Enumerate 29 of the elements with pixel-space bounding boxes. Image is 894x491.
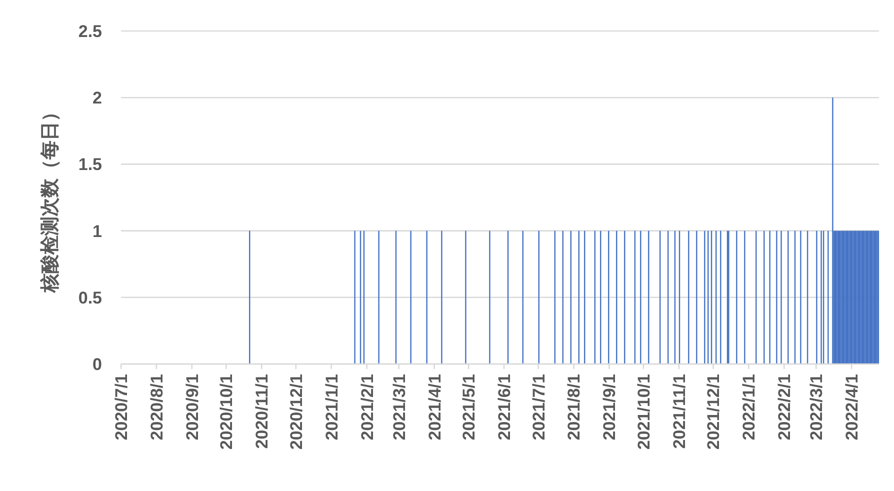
y-tick-label: 0.5 [78, 288, 102, 308]
y-tick-label: 1 [92, 222, 102, 241]
x-tick-label: 2021/11/1 [670, 374, 689, 449]
x-tick-label: 2020/7/1 [112, 374, 131, 440]
x-tick-label: 2021/1/1 [322, 374, 342, 440]
x-tick-label: 2022/4/1 [842, 374, 862, 440]
x-tick-label: 2021/12/1 [704, 374, 724, 450]
y-tick-label: 0 [92, 354, 102, 374]
x-tick-label: 2020/8/1 [147, 374, 166, 440]
x-tick-label: 2022/2/1 [775, 374, 794, 440]
y-tick-label: 1.5 [78, 155, 102, 174]
x-tick-label: 2020/11/1 [252, 374, 272, 449]
x-tick-label: 2022/3/1 [807, 374, 826, 440]
x-tick-label: 2021/7/1 [529, 374, 548, 440]
x-tick-label: 2021/4/1 [425, 374, 444, 440]
y-tick-label: 2.5 [78, 22, 102, 41]
x-tick-label: 2021/5/1 [460, 374, 479, 440]
x-tick-label: 2021/3/1 [390, 374, 409, 440]
x-tick-label: 2021/10/1 [634, 374, 654, 450]
x-tick-label: 2021/2/1 [358, 374, 377, 440]
x-tick-label: 2022/1/1 [740, 374, 759, 440]
y-tick-label: 2 [92, 88, 102, 108]
x-tick-label: 2020/9/1 [182, 374, 202, 440]
x-tick-label: 2020/12/1 [286, 374, 306, 450]
x-tick-label: 2021/8/1 [564, 374, 584, 440]
x-tick-label: 2021/9/1 [600, 374, 620, 440]
x-tick-label: 2020/10/1 [217, 374, 236, 450]
x-tick-label: 2021/6/1 [495, 374, 514, 440]
y-axis-title: 核酸检测次数（每日） [39, 102, 61, 294]
